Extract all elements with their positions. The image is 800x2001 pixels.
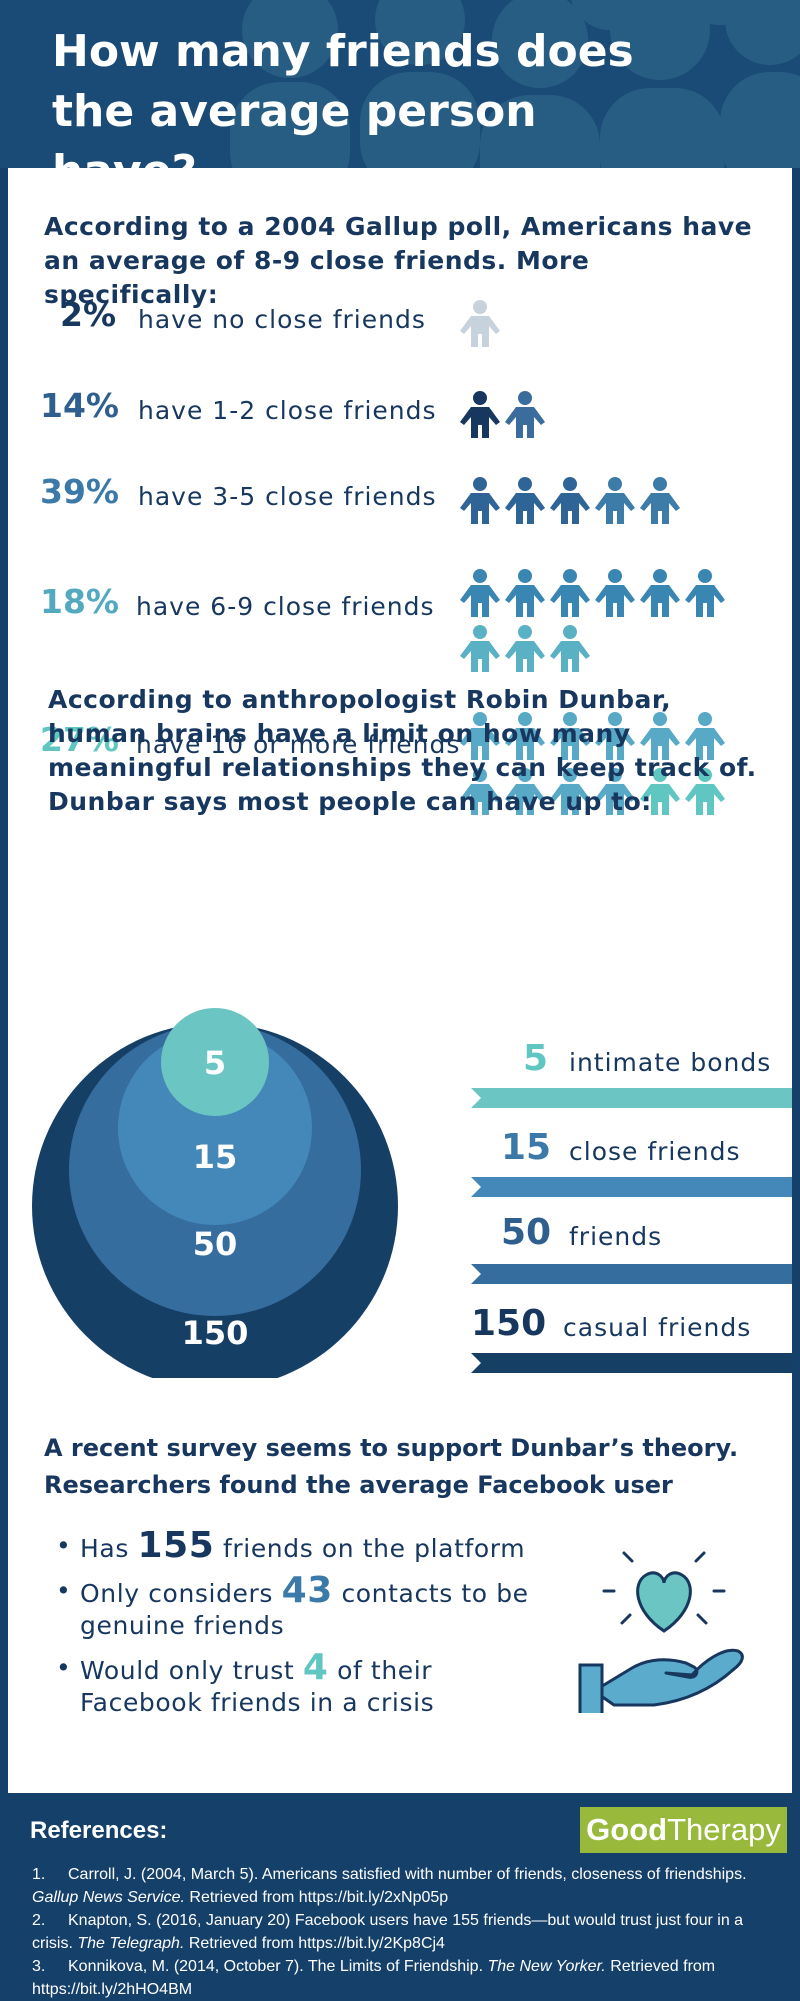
person-figure-icon (595, 768, 635, 815)
list-item: Has 155 friends on the platform (56, 1528, 536, 1565)
person-figure-icon (505, 391, 545, 438)
person-figure-icon (460, 712, 500, 760)
reference-item: 1. Carroll, J. (2004, March 5). Americans… (32, 1866, 747, 1906)
band-number: 150 (471, 1303, 547, 1344)
reference-item: 2. Knapton, S. (2016, January 20) Faceboo… (32, 1912, 744, 1952)
band-number: 50 (501, 1212, 552, 1253)
person-figure-icon (640, 712, 680, 760)
stat-percent: 39% (40, 472, 119, 511)
bullet-number: 43 (281, 1570, 333, 1611)
list-item: Would only trust 4 of their Facebook fri… (56, 1650, 536, 1719)
person-figure-icon (505, 625, 545, 672)
bullet-post: contacts to be genuine friends (80, 1579, 529, 1640)
stat-percent: 27% (40, 720, 119, 759)
band-label: casual friends (563, 1313, 752, 1342)
reference-list: 1. Carroll, J. (2004, March 5). Americans… (32, 1863, 782, 2001)
person-figure-icon (460, 391, 500, 438)
band-number: 5 (523, 1038, 549, 1079)
band-number: 15 (501, 1127, 552, 1168)
bullet-post: of their Facebook friends in a crisis (80, 1656, 435, 1717)
stat-percent: 18% (40, 582, 119, 621)
person-figure-icon (685, 569, 725, 617)
bullet-pre: Has (80, 1534, 129, 1563)
person-figure-icon (505, 768, 545, 815)
stat-label: have 10 or more friends (136, 730, 461, 759)
stat-row-1-2-friends: 14% have 1-2 close friends (8, 386, 792, 446)
stat-label: have 6-9 close friends (136, 592, 435, 621)
person-figure-icon (460, 300, 500, 347)
circle-label-50: 50 (193, 1225, 238, 1263)
person-figure-icon (505, 712, 545, 760)
person-figure-icon (640, 569, 680, 617)
band-casual-friends: 150 casual friends (471, 1303, 792, 1373)
band-label: close friends (569, 1137, 741, 1166)
circle-label-150: 150 (182, 1314, 249, 1352)
person-figure-icon (685, 768, 725, 815)
person-figure-icon (460, 477, 500, 524)
person-figures-icon (460, 477, 680, 524)
band-intimate-bonds: 5 intimate bonds (471, 1038, 792, 1108)
stat-row-10-plus-friends: 27% have 10 or more friends (8, 712, 792, 830)
reference-item: 3. Konnikova, M. (2014, October 7). The L… (32, 1958, 716, 1998)
person-figure-icon (550, 712, 590, 760)
stat-percent: 2% (60, 295, 117, 334)
circle-label-15: 15 (193, 1138, 238, 1176)
references-footer: References: GoodTherapy 1. Carroll, J. (2… (0, 1793, 800, 2000)
list-item: Only considers 43 contacts to be genuine… (56, 1573, 536, 1642)
person-figure-icon (595, 569, 635, 617)
person-figure-icon (550, 625, 590, 672)
band-ribbon (471, 1177, 792, 1197)
person-figure-icon (685, 712, 725, 760)
stat-row-no-friends: 2% have no close friends (8, 295, 792, 355)
person-figures-icon (460, 300, 500, 347)
band-label: intimate bonds (569, 1048, 772, 1077)
person-figure-icon (460, 569, 500, 617)
stat-label: have no close friends (138, 305, 426, 334)
content-panel: According to a 2004 Gallup poll, America… (8, 168, 792, 1793)
person-figure-icon (640, 768, 680, 815)
stat-row-3-5-friends: 39% have 3-5 close friends (8, 472, 792, 532)
person-figure-icon (550, 477, 590, 524)
person-figure-icon (550, 768, 590, 815)
band-ribbon (471, 1264, 792, 1284)
facebook-facts-list: Has 155 friends on the platform Only con… (56, 1528, 536, 1719)
dunbar-nested-circles: 5 15 50 150 (32, 1008, 398, 1378)
survey-intro: A recent survey seems to support Dunbar’… (44, 1434, 739, 1499)
person-figures-icon (460, 391, 545, 438)
band-close-friends: 15 close friends (471, 1127, 792, 1197)
bullet-pre: Would only trust (80, 1656, 295, 1685)
gallup-intro: According to a 2004 Gallup poll, America… (44, 212, 753, 309)
circle-label-5: 5 (204, 1044, 226, 1082)
dunbar-intro: According to anthropologist Robin Dunbar… (48, 685, 757, 816)
bullet-pre: Only considers (80, 1579, 274, 1608)
band-ribbon (471, 1088, 792, 1108)
person-figure-icon (595, 477, 635, 524)
person-figures-icon (460, 569, 725, 672)
bullet-number: 155 (137, 1525, 215, 1566)
person-figure-icon (505, 569, 545, 617)
person-figure-icon (460, 625, 500, 672)
stat-label: have 3-5 close friends (138, 482, 437, 511)
band-friends: 50 friends (471, 1212, 792, 1284)
person-figures-icon (460, 712, 725, 815)
bullet-number: 4 (302, 1647, 329, 1688)
person-figure-icon (550, 569, 590, 617)
person-figure-icon (505, 477, 545, 524)
person-figure-icon (595, 712, 635, 760)
references-title: References: (30, 1817, 168, 1844)
header-banner: How many friends does the average person… (0, 0, 800, 168)
bullet-post: friends on the platform (223, 1534, 526, 1563)
person-figure-icon (460, 768, 500, 815)
person-figure-icon (640, 477, 680, 524)
heart-in-hand-icon (578, 1551, 744, 1713)
circle-5 (161, 1008, 269, 1116)
stat-label: have 1-2 close friends (138, 396, 437, 425)
band-label: friends (569, 1222, 663, 1251)
stat-row-6-9-friends: 18% have 6-9 close friends (8, 569, 792, 692)
page-title: How many friends does the average person… (52, 26, 634, 168)
goodtherapy-logo: GoodTherapy (580, 1807, 787, 1853)
crowd-silhouette-background (230, 0, 800, 168)
stat-percent: 14% (40, 386, 119, 425)
band-ribbon (471, 1353, 792, 1373)
